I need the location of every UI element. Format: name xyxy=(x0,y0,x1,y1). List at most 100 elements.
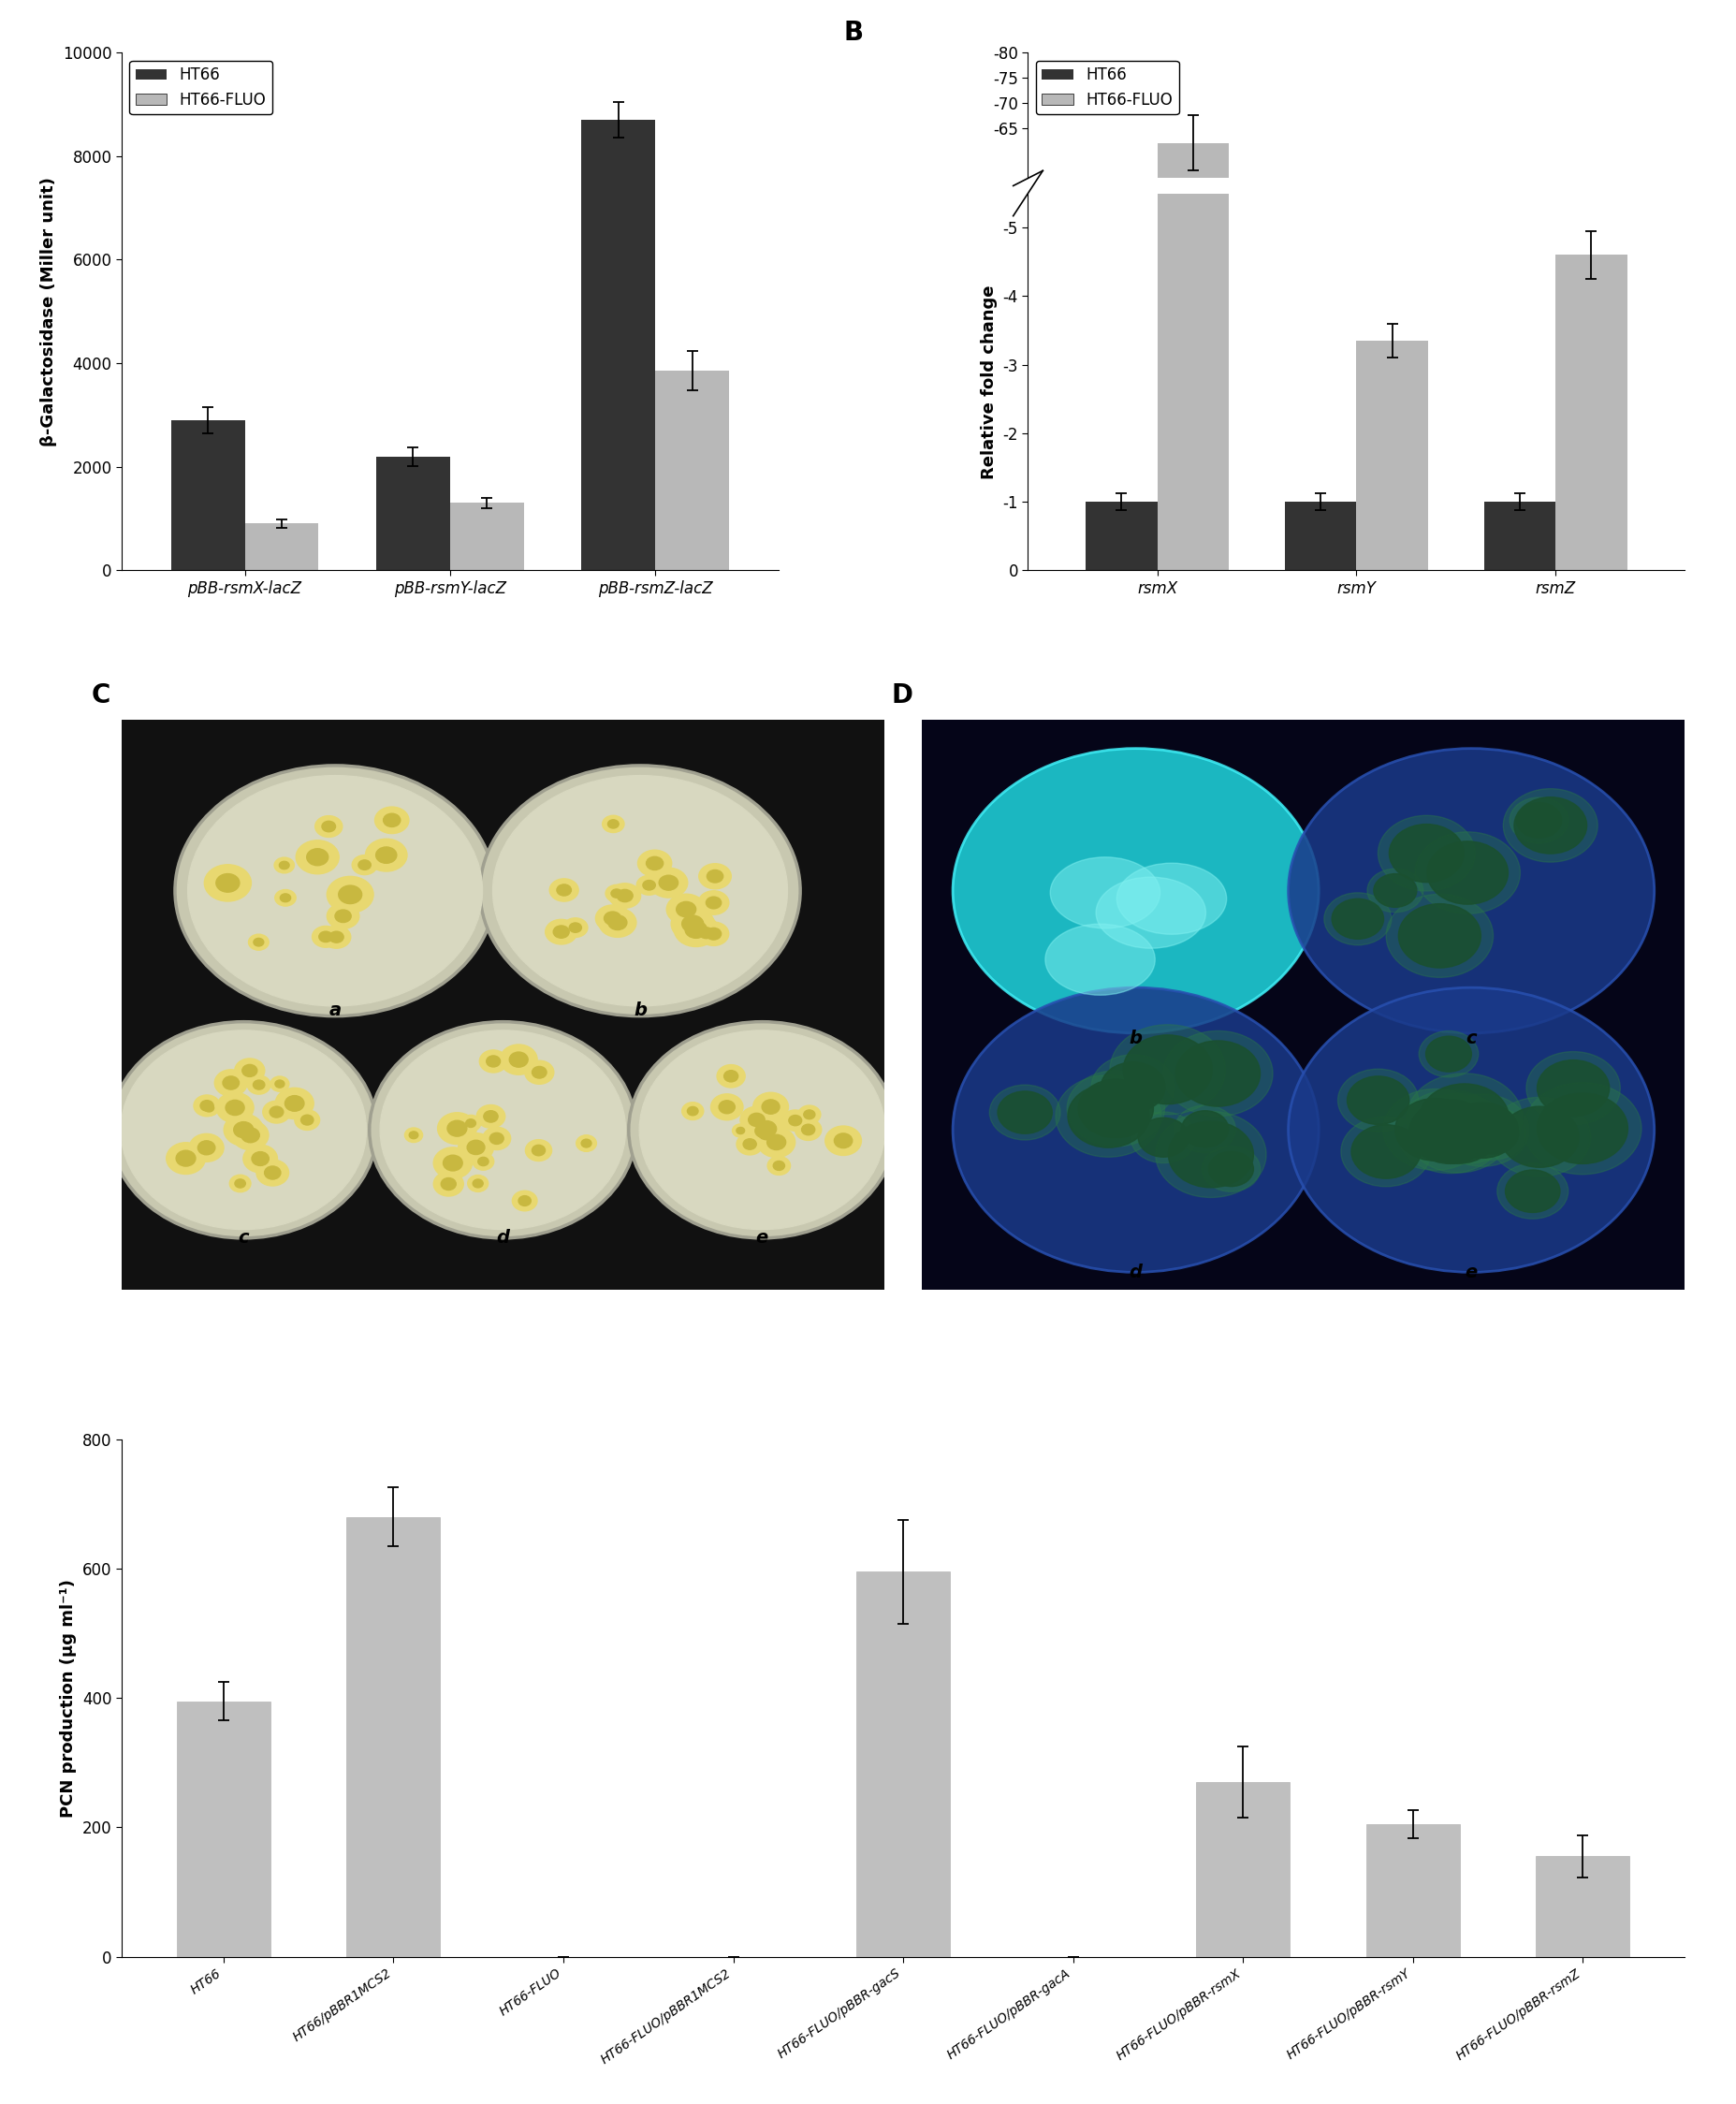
Bar xyxy=(245,524,318,570)
Bar xyxy=(1085,450,1156,454)
Ellipse shape xyxy=(175,766,495,1016)
Ellipse shape xyxy=(757,1128,795,1157)
Ellipse shape xyxy=(458,1134,493,1161)
Ellipse shape xyxy=(582,1138,590,1147)
Ellipse shape xyxy=(1050,856,1160,928)
Ellipse shape xyxy=(486,1056,500,1067)
Ellipse shape xyxy=(1408,1100,1491,1164)
Bar xyxy=(450,503,524,570)
Ellipse shape xyxy=(370,1023,635,1237)
Ellipse shape xyxy=(545,919,576,945)
Ellipse shape xyxy=(1418,1102,1496,1164)
Ellipse shape xyxy=(493,776,786,1006)
Ellipse shape xyxy=(611,890,621,898)
Ellipse shape xyxy=(200,1100,214,1111)
Ellipse shape xyxy=(262,1100,290,1124)
Ellipse shape xyxy=(675,903,696,917)
Ellipse shape xyxy=(698,922,729,945)
Ellipse shape xyxy=(312,926,339,947)
Bar xyxy=(377,457,450,570)
Ellipse shape xyxy=(707,869,722,882)
Ellipse shape xyxy=(437,1113,476,1145)
Ellipse shape xyxy=(609,884,641,909)
Bar xyxy=(1483,450,1555,454)
Ellipse shape xyxy=(467,1176,488,1191)
Ellipse shape xyxy=(200,1100,219,1115)
Ellipse shape xyxy=(658,875,677,890)
Ellipse shape xyxy=(319,932,332,943)
Ellipse shape xyxy=(483,1111,498,1121)
Legend: HT66, HT66-FLUO: HT66, HT66-FLUO xyxy=(128,61,273,114)
Ellipse shape xyxy=(773,1161,785,1170)
Ellipse shape xyxy=(109,1023,377,1237)
Ellipse shape xyxy=(996,1092,1052,1134)
Ellipse shape xyxy=(1382,1090,1486,1170)
Ellipse shape xyxy=(187,776,483,1006)
Ellipse shape xyxy=(691,922,720,945)
Ellipse shape xyxy=(1123,1035,1212,1105)
Ellipse shape xyxy=(569,924,582,932)
Ellipse shape xyxy=(472,1153,493,1170)
Bar xyxy=(1555,431,1627,454)
Ellipse shape xyxy=(472,1178,483,1187)
Ellipse shape xyxy=(740,1107,773,1134)
Ellipse shape xyxy=(1436,1094,1528,1166)
Bar xyxy=(1156,143,1229,454)
Ellipse shape xyxy=(326,877,373,913)
Ellipse shape xyxy=(1095,877,1205,949)
Ellipse shape xyxy=(175,1151,196,1166)
Ellipse shape xyxy=(531,1067,547,1077)
Text: c: c xyxy=(1465,1031,1476,1048)
Ellipse shape xyxy=(257,1159,288,1187)
Ellipse shape xyxy=(1180,1111,1227,1147)
Ellipse shape xyxy=(549,879,578,901)
Ellipse shape xyxy=(682,1102,703,1119)
Bar xyxy=(1196,1782,1290,1957)
Text: e: e xyxy=(1465,1262,1477,1281)
Ellipse shape xyxy=(953,749,1318,1033)
Ellipse shape xyxy=(646,856,663,869)
Ellipse shape xyxy=(234,1178,245,1189)
Ellipse shape xyxy=(717,1065,745,1088)
Text: c: c xyxy=(238,1229,248,1248)
Ellipse shape xyxy=(271,1077,288,1092)
Ellipse shape xyxy=(802,1124,814,1134)
Ellipse shape xyxy=(743,1138,755,1149)
Ellipse shape xyxy=(759,1126,774,1140)
Ellipse shape xyxy=(1516,804,1561,837)
Ellipse shape xyxy=(253,938,264,947)
Ellipse shape xyxy=(122,1031,366,1229)
Ellipse shape xyxy=(1332,898,1384,938)
Ellipse shape xyxy=(410,1132,418,1138)
Bar xyxy=(1535,1856,1628,1957)
Ellipse shape xyxy=(1068,1084,1147,1147)
Ellipse shape xyxy=(285,1096,304,1111)
Ellipse shape xyxy=(215,873,240,892)
Ellipse shape xyxy=(441,1178,457,1191)
Ellipse shape xyxy=(1394,1098,1474,1161)
Ellipse shape xyxy=(1536,1060,1609,1117)
Ellipse shape xyxy=(1201,1147,1260,1191)
Ellipse shape xyxy=(750,1119,783,1147)
Ellipse shape xyxy=(746,1113,786,1145)
Bar xyxy=(1555,255,1627,570)
Ellipse shape xyxy=(788,1115,802,1126)
Ellipse shape xyxy=(279,861,290,869)
Ellipse shape xyxy=(1163,1031,1272,1117)
Text: b: b xyxy=(1128,1031,1142,1048)
Ellipse shape xyxy=(1406,1094,1509,1172)
Ellipse shape xyxy=(375,806,408,833)
Ellipse shape xyxy=(705,928,720,940)
Ellipse shape xyxy=(753,1092,788,1121)
Ellipse shape xyxy=(229,1174,250,1193)
Ellipse shape xyxy=(1045,924,1154,995)
Ellipse shape xyxy=(1288,749,1653,1033)
Bar xyxy=(1483,501,1555,570)
Ellipse shape xyxy=(276,1088,314,1119)
Ellipse shape xyxy=(1502,789,1597,863)
Ellipse shape xyxy=(205,865,252,901)
Ellipse shape xyxy=(234,1058,264,1084)
Ellipse shape xyxy=(682,915,703,932)
Ellipse shape xyxy=(1373,873,1417,907)
Ellipse shape xyxy=(724,1071,738,1081)
